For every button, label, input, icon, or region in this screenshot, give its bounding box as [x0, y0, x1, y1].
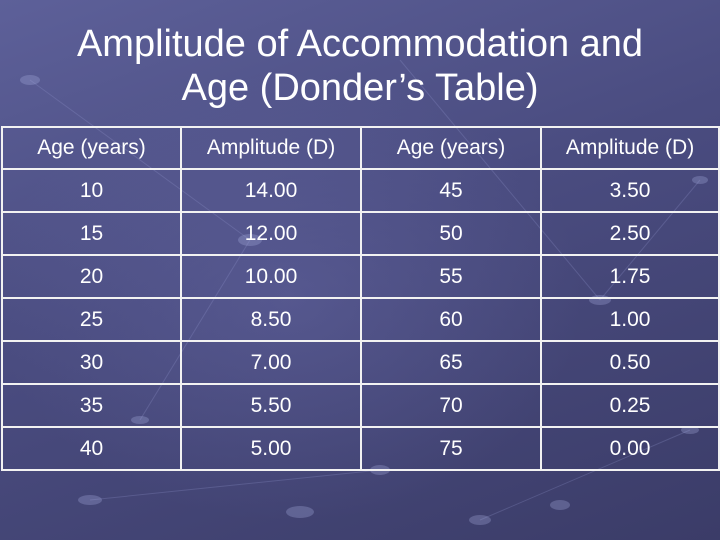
table-cell: 10.00: [180, 254, 362, 299]
table-cell: 55: [360, 254, 542, 299]
table-cell: 30: [1, 340, 182, 385]
table-row: 35 5.50 70 0.25: [1, 383, 720, 428]
table-row: 20 10.00 55 1.75: [1, 254, 720, 299]
column-header-age: Age (years): [1, 126, 182, 170]
table-row: 30 7.00 65 0.50: [1, 340, 720, 385]
table-cell: 65: [360, 340, 542, 385]
table-cell: 50: [360, 211, 542, 256]
table-cell: 75: [360, 426, 542, 471]
table-cell: 5.50: [180, 383, 362, 428]
table-cell: 20: [1, 254, 182, 299]
table-cell: 1.00: [540, 297, 720, 342]
table-cell: 0.50: [540, 340, 720, 385]
slide-title-line-1: Amplitude of Accommodation and: [76, 23, 644, 65]
slide-title: Amplitude of Accommodation and Age (Dond…: [0, 22, 720, 110]
table-cell: 5.00: [180, 426, 362, 471]
table-cell: 7.00: [180, 340, 362, 385]
table-row: 25 8.50 60 1.00: [1, 297, 720, 342]
table-cell: 1.75: [540, 254, 720, 299]
table-cell: 2.50: [540, 211, 720, 256]
table-row: 15 12.00 50 2.50: [1, 211, 720, 256]
table-cell: 70: [360, 383, 542, 428]
table-cell: 45: [360, 168, 542, 213]
table-cell: 40: [1, 426, 182, 471]
table-row: 10 14.00 45 3.50: [1, 168, 720, 213]
table-cell: 3.50: [540, 168, 720, 213]
table-header-row: Age (years) Amplitude (D) Age (years) Am…: [1, 126, 720, 170]
slide-title-line-2: Age (Donder’s Table): [181, 67, 539, 109]
table-cell: 60: [360, 297, 542, 342]
column-header-amplitude: Amplitude (D): [540, 126, 720, 170]
table-cell: 25: [1, 297, 182, 342]
table-cell: 0.00: [540, 426, 720, 471]
table-cell: 12.00: [180, 211, 362, 256]
table-cell: 35: [1, 383, 182, 428]
column-header-amplitude: Amplitude (D): [180, 126, 362, 170]
donders-table: Age (years) Amplitude (D) Age (years) Am…: [1, 126, 720, 471]
table-cell: 0.25: [540, 383, 720, 428]
table-cell: 14.00: [180, 168, 362, 213]
column-header-age: Age (years): [360, 126, 542, 170]
table-cell: 8.50: [180, 297, 362, 342]
table-cell: 15: [1, 211, 182, 256]
table-cell: 10: [1, 168, 182, 213]
table-row: 40 5.00 75 0.00: [1, 426, 720, 471]
